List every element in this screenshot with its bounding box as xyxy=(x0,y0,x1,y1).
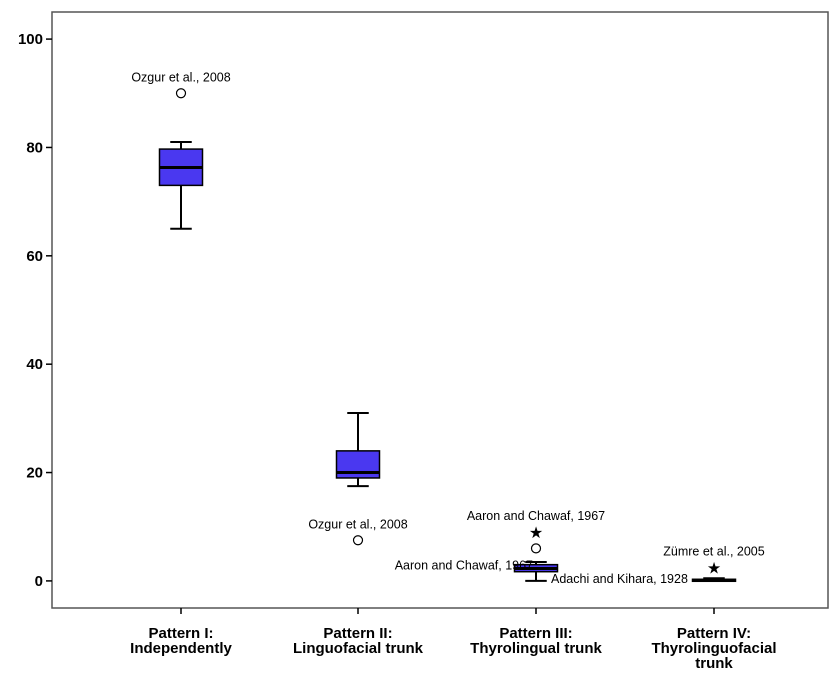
outlier-label: Ozgur et al., 2008 xyxy=(308,517,407,531)
outlier-star: ★ xyxy=(707,558,721,577)
category-label: Pattern II: Linguofacial trunk xyxy=(293,625,424,657)
category-label-line: Pattern III: xyxy=(499,625,572,642)
outlier-label: Zümre et al., 2005 xyxy=(663,544,764,558)
category-label-line: Pattern I: xyxy=(148,625,213,642)
category-label-line: Thyrolinguofacial xyxy=(651,640,776,657)
category-label: Pattern IV: Thyrolinguofacial trunk xyxy=(651,625,776,672)
y-tick-label: 20 xyxy=(26,465,43,482)
category-label: Pattern I: Independently xyxy=(130,625,232,657)
outlier-circle xyxy=(530,543,542,554)
y-tick-label: 60 xyxy=(26,248,43,265)
category-label: Pattern III: Thyrolingual trunk xyxy=(470,625,602,657)
outlier-label: Adachi and Kihara, 1928 xyxy=(551,572,688,586)
outlier-label: Aaron and Chawaf, 1967 xyxy=(395,558,533,572)
outlier-star: ★ xyxy=(529,523,543,542)
outlier-circle xyxy=(352,535,364,546)
category-label-line: Pattern IV: xyxy=(677,625,751,642)
y-tick-label: 40 xyxy=(26,356,43,373)
y-tick-label: 0 xyxy=(35,573,43,590)
outlier-label: Ozgur et al., 2008 xyxy=(131,70,230,84)
category-label-line: Pattern II: xyxy=(323,625,392,642)
outlier-label: Aaron and Chawaf, 1967 xyxy=(467,509,605,523)
y-tick-label: 100 xyxy=(18,31,43,48)
outlier-circle xyxy=(175,88,187,99)
category-label-line: trunk xyxy=(695,655,733,672)
category-label-line: Linguofacial trunk xyxy=(293,640,424,657)
plot-frame xyxy=(51,11,829,609)
category-label-line: Independently xyxy=(130,640,232,657)
y-tick-label: 80 xyxy=(26,139,43,156)
category-label-line: Thyrolingual trunk xyxy=(470,640,602,657)
